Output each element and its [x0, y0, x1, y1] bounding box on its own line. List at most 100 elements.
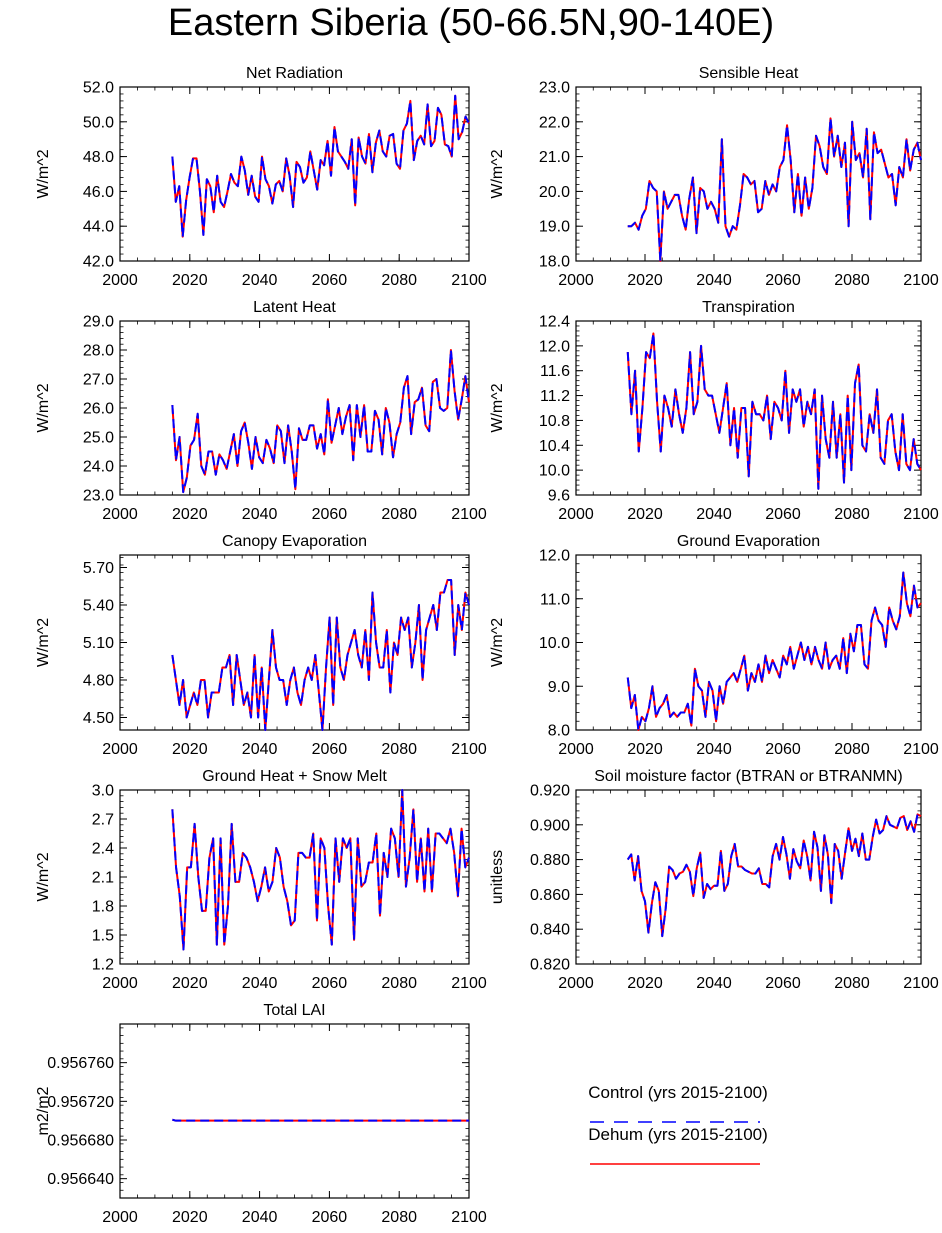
panel-9-ytick-label: 0.956680	[47, 1133, 114, 1150]
panel-6-series-control	[626, 571, 922, 731]
panel-7-ytick-label: 3.0	[92, 783, 114, 800]
panel-7-xtick-label: 2020	[172, 975, 208, 992]
panel-4-ytick-label: 9.6	[548, 488, 570, 505]
panel-4-xtick-label: 2000	[558, 506, 594, 523]
panel-7-ytick-label: 1.5	[92, 928, 114, 945]
panel-9-frame	[119, 1023, 470, 1199]
panel-5-frame	[119, 554, 470, 731]
panel-3-ylabel: W/m^2	[35, 383, 52, 432]
panel-4-ytick-label: 10.0	[539, 463, 570, 480]
panel-1-xtick-label: 2080	[381, 272, 417, 289]
panel-9-xtick-label: 2040	[242, 1209, 278, 1226]
panel-9-xtick-label: 2080	[381, 1209, 417, 1226]
panel-6-xtick-label: 2100	[903, 741, 939, 758]
panel-3-ytick-label: 23.0	[83, 488, 114, 505]
panel-8-ytick-label: 0.880	[530, 852, 570, 869]
panel-1-ytick-label: 42.0	[83, 254, 114, 271]
panel-7-xtick-label: 2060	[312, 975, 348, 992]
panel-2-series-control	[627, 117, 922, 262]
panel-2-ytick-label: 23.0	[539, 80, 570, 97]
panel-5-xtick-label: 2040	[242, 741, 278, 758]
panel-1-frame	[119, 86, 470, 262]
panel-8-xtick-label: 2100	[903, 975, 939, 992]
panel-4-xtick-label: 2060	[765, 506, 801, 523]
panel-9-xtick-label: 2100	[451, 1209, 487, 1226]
panel-1-series-control	[171, 94, 470, 238]
panel-3-xtick-label: 2000	[102, 506, 138, 523]
panel-8-xtick-label: 2000	[558, 975, 594, 992]
legend-label-2: Dehum (yrs 2015-2100)	[588, 1125, 768, 1144]
panel-9-series-control	[172, 1118, 469, 1122]
panel-8-ytick-label: 0.900	[530, 817, 570, 834]
panel-9-ytick-label: 0.956720	[47, 1094, 114, 1111]
panel-7-ytick-label: 2.7	[92, 812, 114, 829]
panel-2-ytick-label: 19.0	[539, 219, 570, 236]
panel-5-ytick-label: 4.50	[83, 710, 114, 727]
panel-5-xtick-label: 2080	[381, 741, 417, 758]
panel-1-ylabel: W/m^2	[35, 149, 52, 198]
panel-7-ytick-label: 1.2	[92, 957, 114, 974]
panel-3-ytick-label: 24.0	[83, 459, 114, 476]
panel-1-ytick-label: 44.0	[83, 219, 114, 236]
panel-8-ytick-label: 0.840	[530, 922, 570, 939]
panel-8-ylabel: unitless	[489, 850, 506, 904]
panel-9-title: Total LAI	[263, 1002, 325, 1019]
panel-1-xtick-label: 2060	[312, 272, 348, 289]
panel-6-xtick-label: 2020	[627, 741, 663, 758]
panel-2-xtick-label: 2020	[627, 272, 663, 289]
panel-6-ytick-label: 12.0	[539, 548, 570, 565]
panel-7-title: Ground Heat + Snow Melt	[202, 768, 387, 785]
panel-2-title: Sensible Heat	[699, 65, 799, 82]
panel-9-xtick-label: 2000	[102, 1209, 138, 1226]
panel-2-xtick-label: 2060	[765, 272, 801, 289]
panel-8-ytick-label: 0.860	[530, 887, 570, 904]
panel-6-series-dehum	[626, 571, 922, 731]
panel-5-ytick-label: 5.40	[83, 598, 114, 615]
panel-1-ytick-label: 48.0	[83, 149, 114, 166]
panel-2-ytick-label: 20.0	[539, 184, 570, 201]
panel-8-xtick-label: 2020	[627, 975, 663, 992]
panel-3-ytick-label: 28.0	[83, 343, 114, 360]
panel-2-ylabel: W/m^2	[489, 149, 506, 198]
panel-2-ytick-label: 18.0	[539, 254, 570, 271]
panel-5-xtick-label: 2020	[172, 741, 208, 758]
panel-5-ytick-label: 5.70	[83, 560, 114, 577]
panel-6-xtick-label: 2040	[696, 741, 732, 758]
panel-5-ytick-label: 5.10	[83, 635, 114, 652]
panel-8-xtick-label: 2040	[696, 975, 732, 992]
panel-6-ytick-label: 9.0	[548, 679, 570, 696]
legend-label-1: Control (yrs 2015-2100)	[588, 1083, 768, 1102]
panel-3-ytick-label: 25.0	[83, 430, 114, 447]
panel-6-ytick-label: 8.0	[548, 723, 570, 740]
panel-8-xtick-label: 2060	[765, 975, 801, 992]
panel-7-xtick-label: 2000	[102, 975, 138, 992]
panel-5-xtick-label: 2000	[102, 741, 138, 758]
panel-9-xtick-label: 2020	[172, 1209, 208, 1226]
panel-9-ylabel: m2/m2	[35, 1086, 52, 1135]
panel-4-ylabel: W/m^2	[489, 383, 506, 432]
panel-2-xtick-label: 2000	[558, 272, 594, 289]
panel-9-ytick-label: 0.956760	[47, 1055, 114, 1072]
panel-6-title: Ground Evaporation	[677, 533, 820, 550]
panel-6-xtick-label: 2000	[558, 741, 594, 758]
panel-5-xtick-label: 2060	[312, 741, 348, 758]
panel-2-ytick-label: 22.0	[539, 114, 570, 131]
panel-3-ytick-label: 29.0	[83, 314, 114, 331]
panel-7-xtick-label: 2080	[381, 975, 417, 992]
panel-4-ytick-label: 11.6	[540, 363, 570, 380]
panel-6-ytick-label: 11.0	[540, 591, 570, 608]
panel-4-ytick-label: 12.0	[539, 338, 570, 355]
panel-4-xtick-label: 2100	[903, 506, 939, 523]
figure-title: Eastern Siberia (50-66.5N,90-140E)	[167, 2, 775, 44]
panel-7-series-control	[171, 789, 470, 951]
panel-7-ytick-label: 2.1	[92, 870, 114, 887]
panel-7-ytick-label: 1.8	[92, 899, 114, 916]
panel-2-xtick-label: 2080	[834, 272, 870, 289]
panel-7-ytick-label: 2.4	[92, 841, 114, 858]
panel-1-title: Net Radiation	[246, 65, 343, 82]
panel-2-ytick-label: 21.0	[539, 149, 570, 166]
panel-1-ytick-label: 46.0	[83, 184, 114, 201]
panel-7-xtick-label: 2100	[451, 975, 487, 992]
